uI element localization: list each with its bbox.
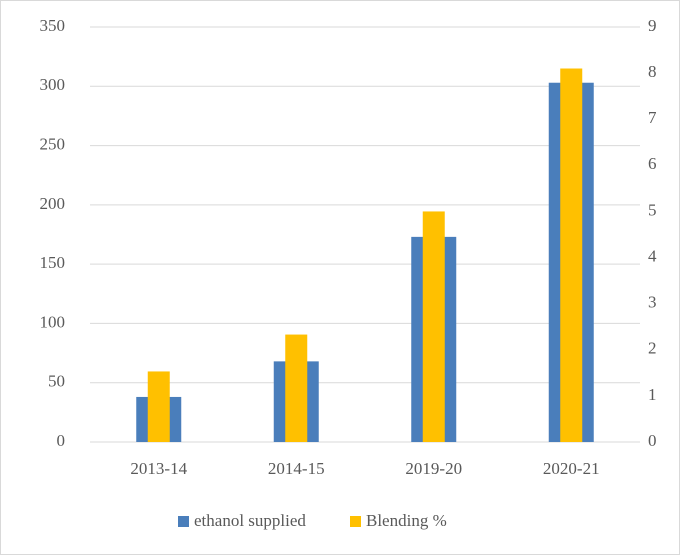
y-tick-label: 150 bbox=[40, 253, 66, 272]
bar bbox=[147, 371, 170, 442]
legend-swatch bbox=[350, 516, 361, 527]
y2-tick-label: 6 bbox=[648, 154, 657, 173]
y2-tick-label: 3 bbox=[648, 293, 657, 312]
y-tick-label: 0 bbox=[57, 431, 66, 450]
legend-label: ethanol supplied bbox=[194, 511, 306, 530]
y2-tick-label: 1 bbox=[648, 385, 657, 404]
x-tick-label: 2019-20 bbox=[405, 459, 462, 478]
y-tick-label: 100 bbox=[40, 312, 66, 331]
y2-tick-label: 9 bbox=[648, 16, 657, 35]
legend-swatch bbox=[178, 516, 189, 527]
y2-tick-label: 4 bbox=[648, 246, 657, 265]
x-tick-label: 2014-15 bbox=[268, 459, 325, 478]
legend-label: Blending % bbox=[366, 511, 447, 530]
y2-tick-label: 0 bbox=[648, 431, 657, 450]
y-tick-label: 50 bbox=[48, 372, 65, 391]
y-tick-label: 250 bbox=[40, 134, 66, 153]
y-tick-label: 300 bbox=[40, 75, 66, 94]
x-tick-label: 2020-21 bbox=[543, 459, 600, 478]
y-tick-label: 350 bbox=[40, 16, 66, 35]
bar bbox=[285, 334, 308, 442]
y2-tick-label: 2 bbox=[648, 339, 657, 358]
y-tick-label: 200 bbox=[40, 194, 66, 213]
y2-tick-label: 7 bbox=[648, 108, 657, 127]
x-tick-label: 2013-14 bbox=[130, 459, 187, 478]
y2-tick-label: 8 bbox=[648, 62, 657, 81]
bar bbox=[422, 211, 445, 442]
bar bbox=[560, 68, 583, 442]
y2-tick-label: 5 bbox=[648, 200, 657, 219]
